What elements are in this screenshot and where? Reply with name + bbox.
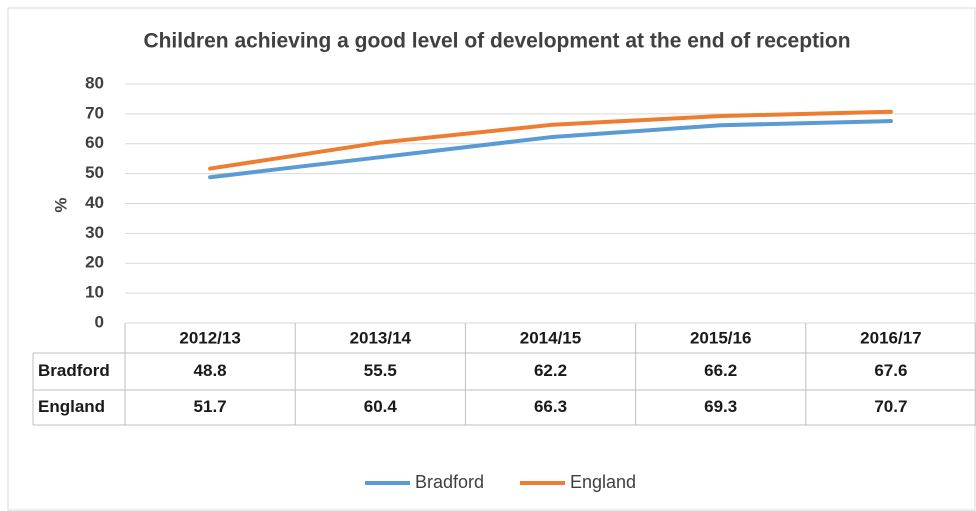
table-cell: 66.3 xyxy=(534,397,567,416)
y-tick-label: 20 xyxy=(85,253,104,272)
series-line xyxy=(208,109,893,171)
table-cell: 67.6 xyxy=(874,361,907,380)
y-tick-label: 50 xyxy=(85,163,104,182)
y-axis-label: % xyxy=(51,197,70,212)
table-cell: 60.4 xyxy=(364,397,398,416)
table-cell: 69.3 xyxy=(704,397,737,416)
y-tick-label: 80 xyxy=(85,73,104,92)
y-tick-label: 60 xyxy=(85,133,104,152)
x-tick-label: 2013/14 xyxy=(350,328,412,347)
table-cell: 51.7 xyxy=(194,397,227,416)
legend-label: England xyxy=(570,472,636,492)
y-tick-label: 70 xyxy=(85,103,104,122)
x-tick-label: 2012/13 xyxy=(179,328,240,347)
table-cell: 55.5 xyxy=(364,361,397,380)
table-cell: 66.2 xyxy=(704,361,737,380)
x-tick-label: 2014/15 xyxy=(520,328,581,347)
table-cell: 62.2 xyxy=(534,361,567,380)
legend-label: Bradford xyxy=(415,472,484,492)
series-line xyxy=(208,119,893,180)
chart-title: Children achieving a good level of devel… xyxy=(143,30,850,53)
table-cell: 48.8 xyxy=(194,361,227,380)
table-row-label: England xyxy=(38,397,105,416)
table-row-label: Bradford xyxy=(38,361,110,380)
y-tick-label: 30 xyxy=(85,223,104,242)
y-tick-label: 10 xyxy=(85,283,104,302)
table-cell: 70.7 xyxy=(874,397,907,416)
y-tick-label: 0 xyxy=(95,312,104,331)
y-tick-label: 40 xyxy=(85,193,104,212)
x-tick-label: 2015/16 xyxy=(690,328,751,347)
x-tick-label: 2016/17 xyxy=(860,328,921,347)
chart-frame xyxy=(7,7,976,511)
